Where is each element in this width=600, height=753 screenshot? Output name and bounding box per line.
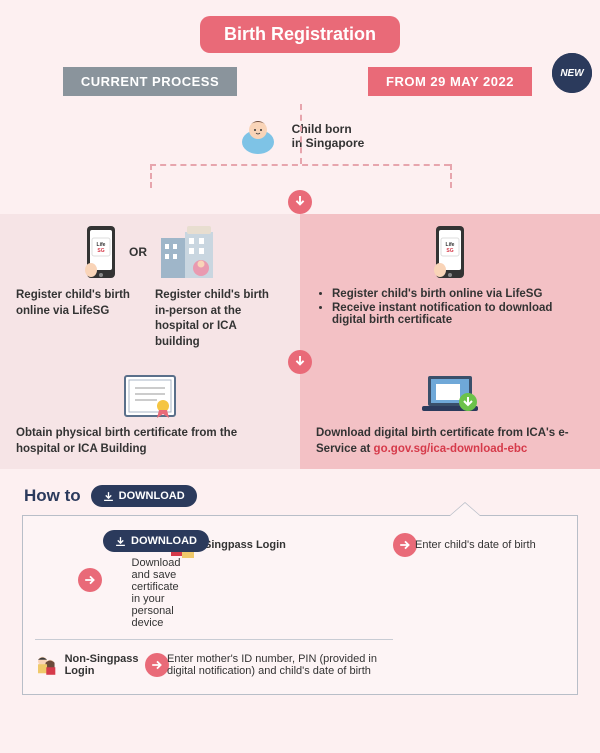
arrow-down-icon: [288, 190, 312, 214]
singpass-step: Enter child's date of birth: [415, 539, 565, 551]
svg-text:SG: SG: [446, 248, 453, 254]
download-pill: DOWNLOAD: [103, 530, 209, 552]
non-singpass-step: Enter mother's ID number, PIN (provided …: [167, 653, 393, 677]
step1-right-b1: Register child's birth online via LifeSG: [332, 288, 584, 300]
or-label: OR: [129, 245, 147, 259]
column-headers: CURRENT PROCESS FROM 29 MAY 2022 NEW: [0, 67, 600, 96]
page-title: Birth Registration: [200, 16, 400, 53]
download-icon: [103, 491, 114, 502]
step1-left-a: Register child's birth online via LifeSG: [16, 288, 145, 350]
svg-text:SG: SG: [97, 248, 104, 254]
new-process-tab: FROM 29 MAY 2022: [368, 67, 532, 96]
step1-left-b: Register child's birth in-person at the …: [155, 288, 284, 350]
certificate-icon: [121, 372, 179, 420]
download-icon: [115, 536, 126, 547]
born-line2: in Singapore: [292, 136, 365, 150]
arrow-right-icon: [78, 568, 102, 592]
current-process-tab: CURRENT PROCESS: [63, 67, 237, 96]
phone-lifesg-icon: Life SG: [432, 224, 468, 280]
born-line1: Child born: [292, 122, 365, 136]
split-connector: [0, 164, 600, 190]
ica-link[interactable]: go.gov.sg/ica-download-ebc: [374, 443, 528, 455]
howto-title: How to: [24, 486, 81, 506]
pointer-icon: [449, 502, 481, 516]
howto-header: How to DOWNLOAD: [24, 485, 600, 507]
baby-icon: [236, 114, 280, 158]
arrow-down-icon: [288, 350, 312, 374]
howto-box: Singpass Login Enter child's date of bir…: [22, 515, 578, 695]
laptop-download-icon: [418, 372, 482, 420]
step2-right: Download digital birth certificate from …: [316, 426, 584, 457]
arrow-right-icon: [393, 533, 417, 557]
final-download-step: DOWNLOAD Download and save certificate i…: [145, 530, 167, 629]
step2-left: Obtain physical birth certificate from t…: [16, 426, 284, 457]
new-badge-icon: NEW: [552, 53, 592, 93]
hospital-building-icon: [157, 224, 217, 278]
couple-avatar-icon: [35, 650, 58, 680]
step1-right-b2: Receive instant notification to download…: [332, 302, 584, 326]
step1-row: Life SG OR Register child's birth online…: [0, 214, 600, 362]
download-pill: DOWNLOAD: [91, 485, 197, 507]
step2-row: Obtain physical birth certificate from t…: [0, 362, 600, 469]
arrow-right-icon: [145, 653, 169, 677]
phone-lifesg-icon: Life SG: [83, 224, 119, 280]
non-singpass-login: Non-Singpass Login: [35, 650, 145, 680]
